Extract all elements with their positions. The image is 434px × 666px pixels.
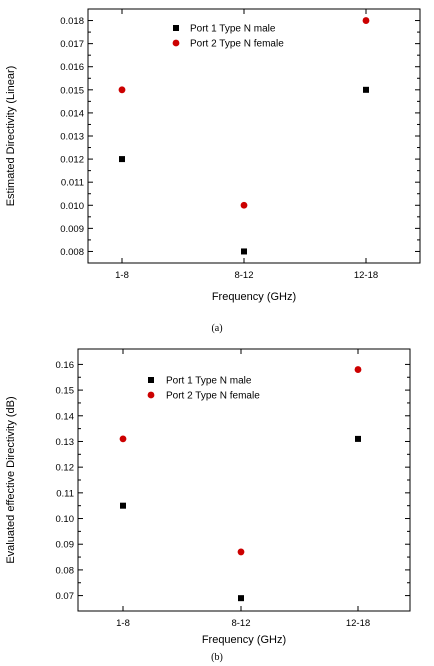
plot-frame [77,348,411,612]
data-point-circle [237,548,245,556]
data-point-circle [240,201,248,209]
y-tick-label: 0.16 [56,360,75,371]
x-axis-label: Frequency (GHz) [212,291,296,303]
y-tick-label: 0.07 [56,591,75,602]
y-tick-label: 0.013 [60,132,84,143]
y-tick-label: 0.015 [60,85,84,96]
data-point-square [119,156,125,163]
figure-caption: (b) [211,652,223,663]
x-tick-label: 12-18 [354,270,378,281]
x-tick-label: 8-12 [231,618,250,629]
data-point-square [120,502,126,509]
legend: Port 1 Type N male Port 2 Type N female [147,376,260,402]
data-point-square [238,595,244,602]
y-tick-label: 0.011 [61,178,84,189]
y-tick-label: 0.10 [56,514,75,525]
y-tick-label: 0.09 [56,540,75,551]
y-tick-label: 0.11 [56,488,74,499]
y-tick-label: 0.008 [60,247,84,258]
legend-marker-circle [172,39,180,47]
y-tick-label: 0.13 [56,437,75,448]
y-tick-label: 0.016 [60,62,84,73]
y-tick-label: 0.018 [60,16,84,27]
y-axis-label: Estimated Directivity (Linear) [5,66,17,207]
data-point-circle [354,366,362,373]
y-tick-label: 0.15 [56,386,75,397]
data-point-square [363,86,369,93]
legend-label: Port 2 Type N female [190,39,284,50]
legend-marker-circle [147,391,155,399]
figure-caption: (a) [211,323,222,334]
y-axis-label: Evaluated effective Directivity (dB) [5,396,17,563]
chart-1: 0.008 0.009 0.010 0.011 0.012 0.013 0.014 0.015… [5,8,421,334]
x-axis-label: Frequency (GHz) [202,634,286,646]
data-point-circle [118,86,126,94]
y-tick-label: 0.12 [56,463,75,474]
legend-label: Port 1 Type N male [166,376,252,387]
legend-marker-square [148,377,154,383]
x-tick-label: 1-8 [115,270,129,281]
legend-label: Port 1 Type N male [190,24,276,35]
y-tick-label: 0.14 [56,411,75,422]
x-tick-label: 12-18 [346,618,370,629]
data-point-circle [362,17,370,24]
x-tick-label: 8-12 [234,270,253,281]
legend: Port 1 Type N male Port 2 Type N female [172,24,284,50]
y-tick-label: 0.010 [60,201,84,212]
data-point-circle [119,435,127,443]
y-tick-label: 0.017 [60,39,84,50]
x-tick-label: 1-8 [116,618,130,629]
legend-marker-square [173,25,179,31]
y-tick-label: 0.012 [60,155,84,166]
y-tick-label: 0.08 [56,565,75,576]
data-point-square [355,435,361,442]
data-point-square [241,248,247,255]
chart-2: 0.07 0.08 0.09 0.10 0.11 0.12 0.13 0.14 0.15 0.16… [5,348,411,663]
legend-label: Port 2 Type N female [166,391,260,402]
y-tick-label: 0.009 [60,224,84,235]
y-tick-label: 0.014 [60,108,84,119]
